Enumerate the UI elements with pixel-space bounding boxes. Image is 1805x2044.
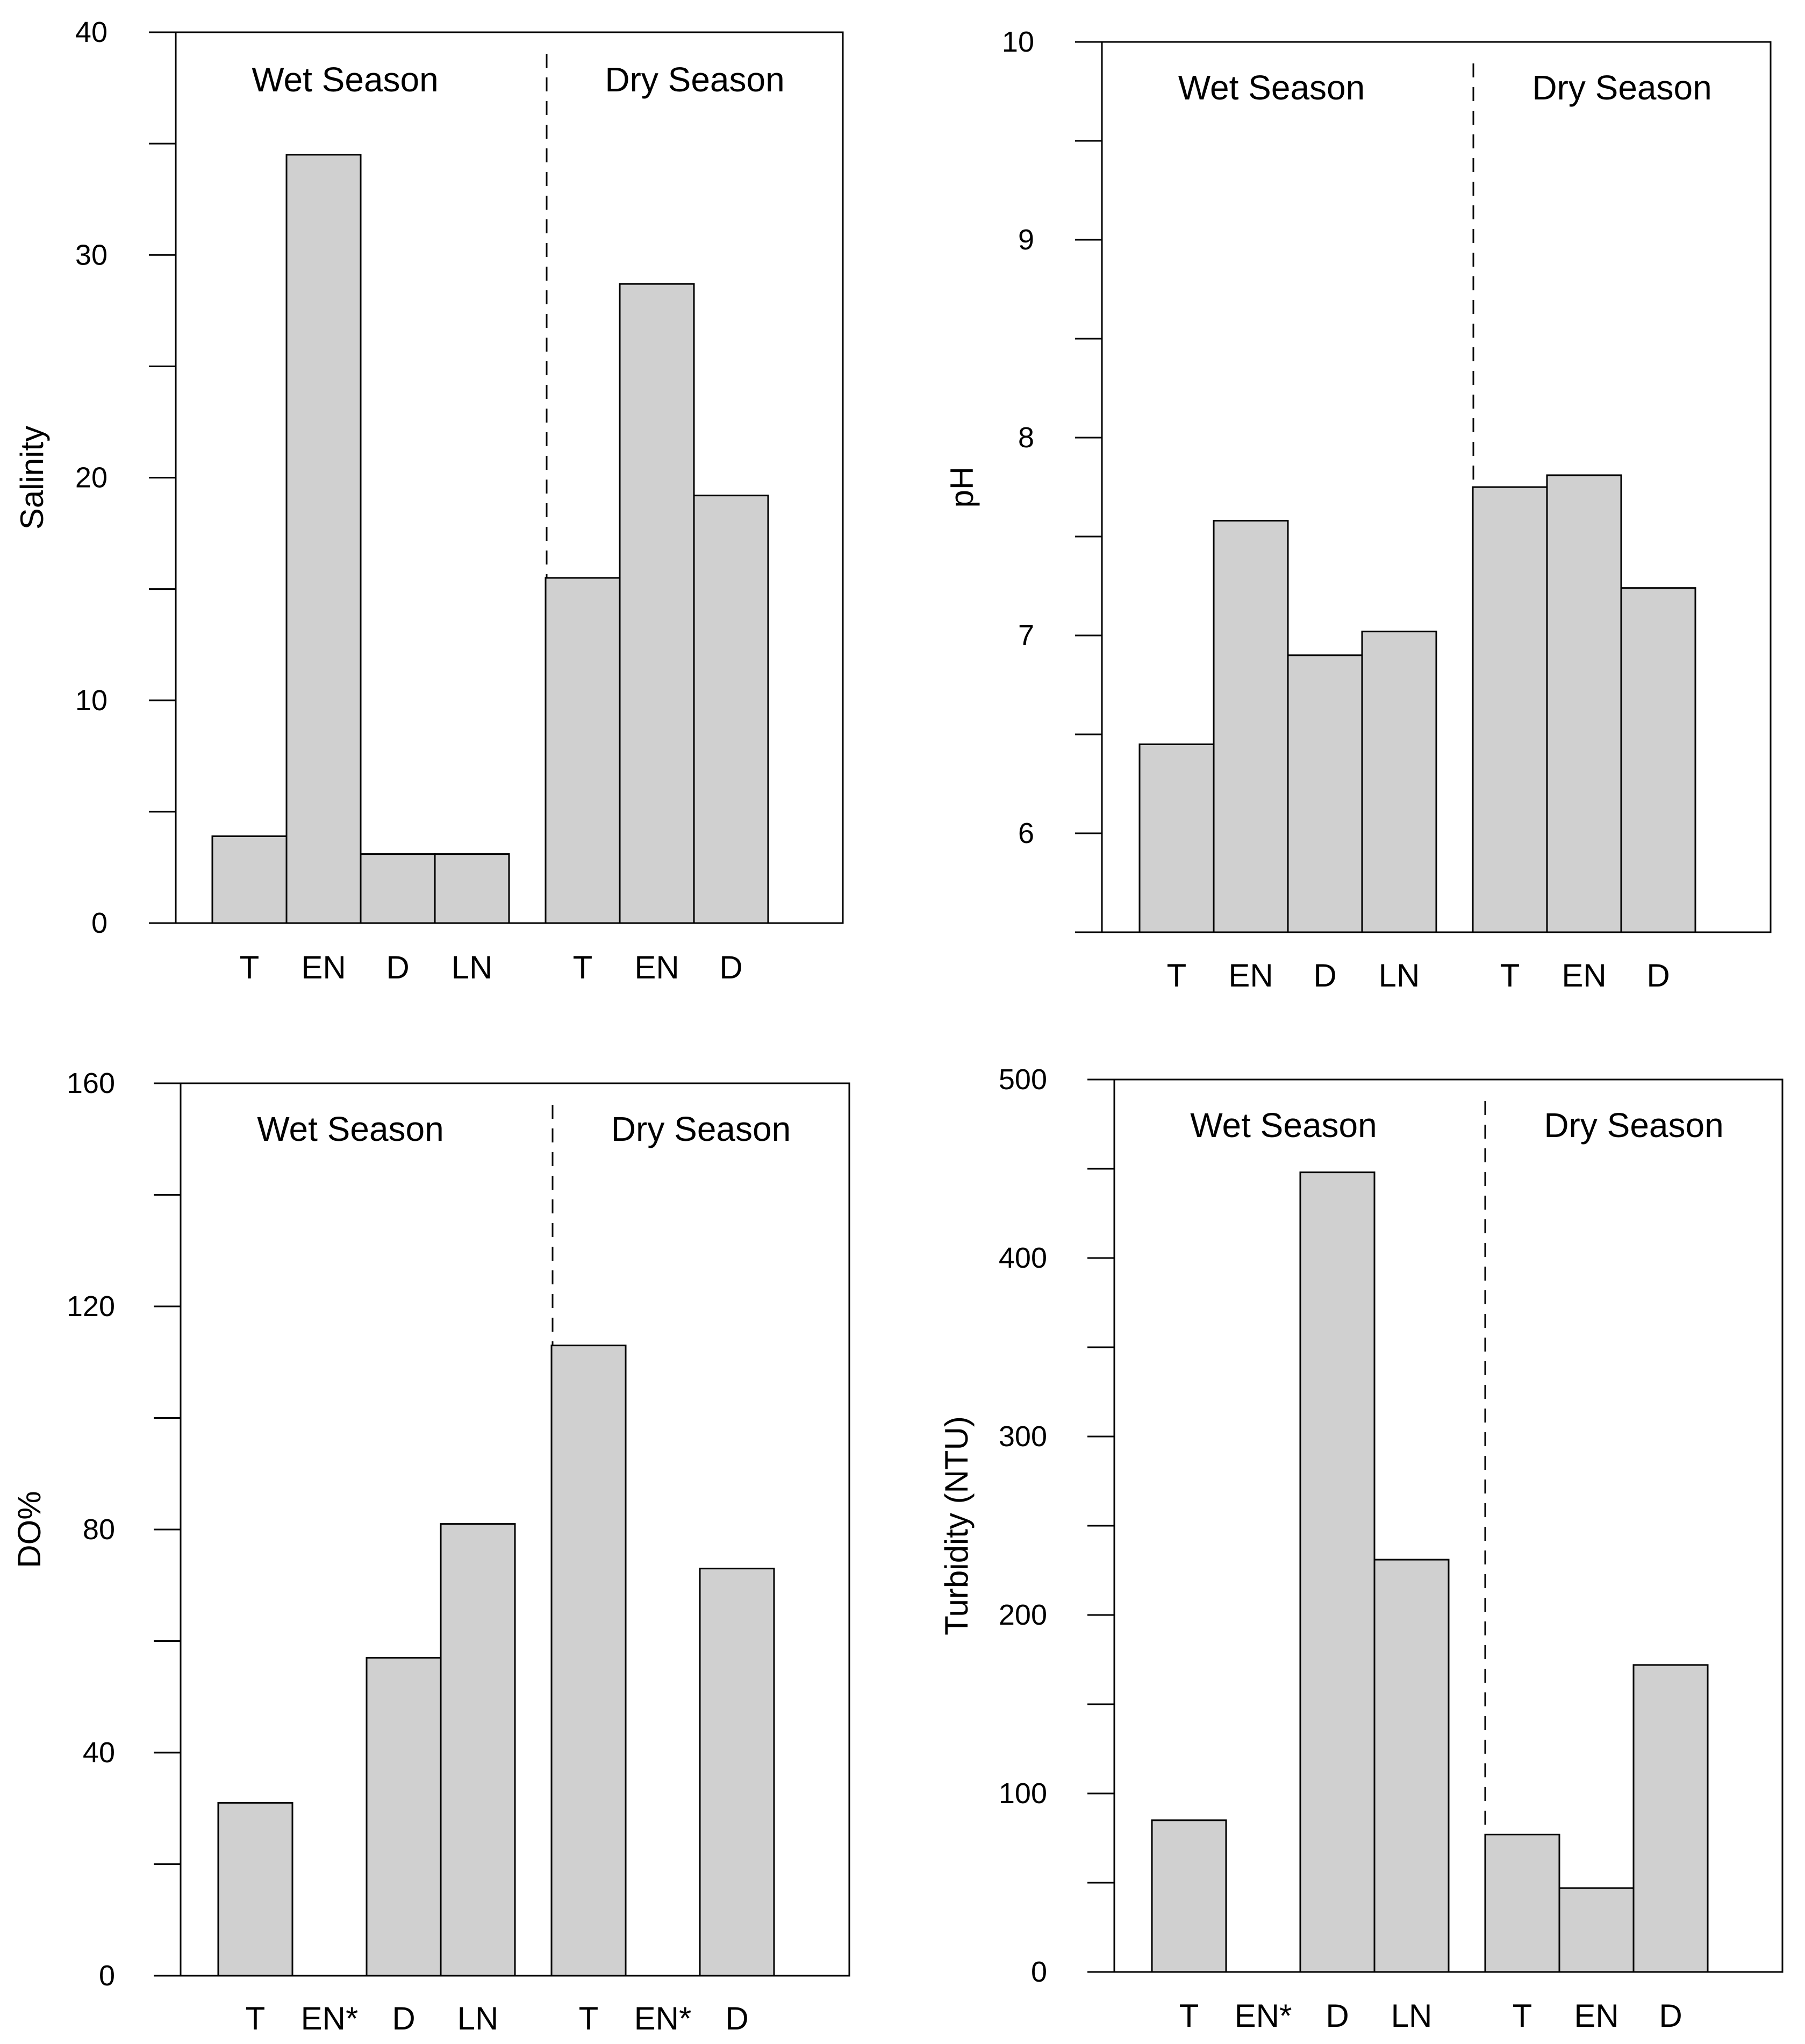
- category-label: D: [725, 2000, 748, 2036]
- y-tick-label: 20: [75, 462, 108, 494]
- y-tick-label: 80: [83, 1513, 115, 1546]
- chart-panel-4: 0 100 200 300 400 500 Turbidity (NTU) T EN* D LN We…: [939, 1063, 1783, 2034]
- y-axis-label: Turbidity (NTU): [939, 1416, 975, 1635]
- y-tick-label: 6: [1018, 817, 1034, 849]
- chart-panel-3: 0 40 80 120 160 DO% T EN* D LN Wet Season T EN* D Dry …: [11, 1067, 850, 2036]
- category-label: T: [246, 2000, 266, 2036]
- bar-t: [550, 1345, 627, 1977]
- bar-d: [693, 495, 769, 924]
- category-label: EN*: [634, 2000, 692, 2036]
- category-label: LN: [452, 949, 493, 985]
- category-label: D: [1313, 957, 1336, 994]
- bar-t: [1151, 1819, 1227, 1973]
- category-label: T: [1179, 1998, 1199, 2034]
- y-axis-label: pH: [944, 467, 980, 508]
- bar-t: [545, 577, 621, 924]
- bar-d: [1287, 654, 1363, 933]
- bar-en: [285, 154, 362, 924]
- y-tick-label: 160: [67, 1067, 115, 1099]
- y-tick-label: 40: [75, 16, 108, 48]
- season-label: Wet Season: [1190, 1106, 1377, 1145]
- bar-t: [1138, 743, 1215, 933]
- category-label: D: [1646, 957, 1670, 994]
- category-label: EN: [1574, 1998, 1618, 2034]
- season-label: Wet Season: [1178, 68, 1365, 107]
- y-axis-label: Salinity: [14, 426, 50, 530]
- category-label: T: [1500, 957, 1520, 994]
- bar-en: [1546, 474, 1622, 933]
- y-axis-label: DO%: [11, 1491, 47, 1568]
- category-label: D: [1326, 1998, 1349, 2034]
- bar-t: [211, 835, 288, 924]
- y-tick-label: 0: [99, 1960, 115, 1992]
- y-tick-label: 9: [1018, 224, 1034, 256]
- category-label: LN: [457, 2000, 499, 2036]
- bar-t: [1472, 486, 1548, 933]
- bar-ln: [1361, 631, 1437, 933]
- y-tick-label: 40: [83, 1736, 115, 1769]
- bar-d: [360, 853, 436, 924]
- chart-panel-1: 0 10 20 30 40 Salinity T EN D LN Wet Season T EN D Dry…: [14, 16, 844, 985]
- bar-d: [1620, 587, 1696, 933]
- bar-d: [366, 1657, 442, 1977]
- category-label: EN: [301, 949, 346, 985]
- y-tick-label: 300: [999, 1420, 1047, 1453]
- bar-d: [699, 1568, 775, 1977]
- category-label: D: [392, 2000, 415, 2036]
- bar-ln: [1373, 1559, 1450, 1973]
- chart-panel-2: 6 7 8 9 10 pH T EN D LN Wet Season T EN D Dry Season: [944, 26, 1772, 994]
- category-label: T: [240, 949, 260, 985]
- y-tick-label: 500: [999, 1063, 1047, 1096]
- bar-t: [1484, 1833, 1560, 1973]
- category-label: EN*: [301, 2000, 359, 2036]
- y-tick-label: 200: [999, 1599, 1047, 1631]
- season-label: Wet Season: [257, 1110, 443, 1148]
- category-label: T: [579, 2000, 599, 2036]
- y-tick-label: 30: [75, 239, 108, 271]
- season-label: Dry Season: [1544, 1106, 1723, 1145]
- bar-ln: [434, 853, 510, 924]
- season-label: Dry Season: [1532, 68, 1711, 107]
- category-label: D: [719, 949, 742, 985]
- y-tick-label: 10: [75, 684, 108, 717]
- bar-en: [619, 283, 695, 924]
- category-label: T: [1513, 1998, 1532, 2034]
- bar-en: [1213, 520, 1289, 933]
- category-label: D: [1659, 1998, 1682, 2034]
- y-tick-label: 100: [999, 1777, 1047, 1810]
- category-label: T: [573, 949, 593, 985]
- category-label: LN: [1391, 1998, 1432, 2034]
- category-label: EN: [1228, 957, 1273, 994]
- bar-d: [1632, 1664, 1709, 1973]
- bar-ln: [440, 1523, 516, 1977]
- category-label: D: [386, 949, 409, 985]
- category-label: T: [1167, 957, 1187, 994]
- y-tick-label: 400: [999, 1242, 1047, 1274]
- season-label: Wet Season: [252, 60, 438, 99]
- y-tick-label: 10: [1002, 26, 1034, 58]
- y-tick-label: 0: [1031, 1956, 1047, 1988]
- y-tick-label: 0: [91, 907, 108, 939]
- y-tick-label: 120: [67, 1290, 115, 1323]
- category-label: EN: [1562, 957, 1606, 994]
- category-label: LN: [1379, 957, 1420, 994]
- bar-d: [1299, 1171, 1376, 1973]
- y-tick-label: 8: [1018, 421, 1034, 454]
- category-label: EN: [634, 949, 679, 985]
- category-label: EN*: [1235, 1998, 1292, 2034]
- bar-t: [217, 1802, 293, 1977]
- y-tick-label: 7: [1018, 619, 1034, 652]
- season-label: Dry Season: [605, 60, 784, 99]
- season-label: Dry Season: [611, 1110, 791, 1148]
- bar-en: [1558, 1887, 1635, 1973]
